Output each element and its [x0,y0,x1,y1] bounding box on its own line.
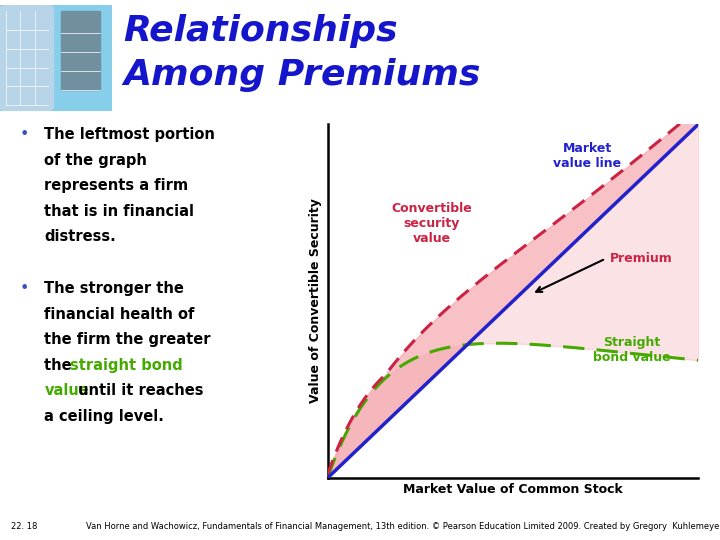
Text: Relationships: Relationships [124,14,398,48]
Text: 22. 18: 22. 18 [11,522,37,531]
Text: value: value [45,383,89,399]
Text: Convertible
security
value: Convertible security value [391,202,472,245]
Text: Premium: Premium [609,252,672,265]
Text: financial health of: financial health of [45,307,194,322]
Text: that is in financial: that is in financial [45,204,194,219]
Text: •: • [19,127,29,143]
Text: the firm the greater: the firm the greater [45,332,211,347]
Text: a ceiling level.: a ceiling level. [45,409,164,424]
Bar [61,11,101,90]
Text: •: • [19,281,29,296]
Text: Market
value line: Market value line [553,142,621,170]
Text: until it reaches: until it reaches [73,383,204,399]
X-axis label: Market Value of Common Stock: Market Value of Common Stock [403,483,623,496]
Text: Van Horne and Wachowicz, Fundamentals of Financial Management, 13th edition. © P: Van Horne and Wachowicz, Fundamentals of… [86,522,720,531]
Text: Straight
bond value: Straight bond value [593,336,670,365]
Text: The leftmost portion: The leftmost portion [45,127,215,143]
Text: of the graph: of the graph [45,153,147,168]
Text: the: the [45,358,77,373]
Text: The stronger the: The stronger the [45,281,184,296]
FancyBboxPatch shape [0,5,53,111]
Text: represents a firm: represents a firm [45,178,189,193]
Text: Among Premiums: Among Premiums [124,58,481,92]
Text: straight bond: straight bond [70,358,183,373]
Y-axis label: Value of Convertible Security: Value of Convertible Security [309,199,322,403]
Text: distress.: distress. [45,230,116,245]
